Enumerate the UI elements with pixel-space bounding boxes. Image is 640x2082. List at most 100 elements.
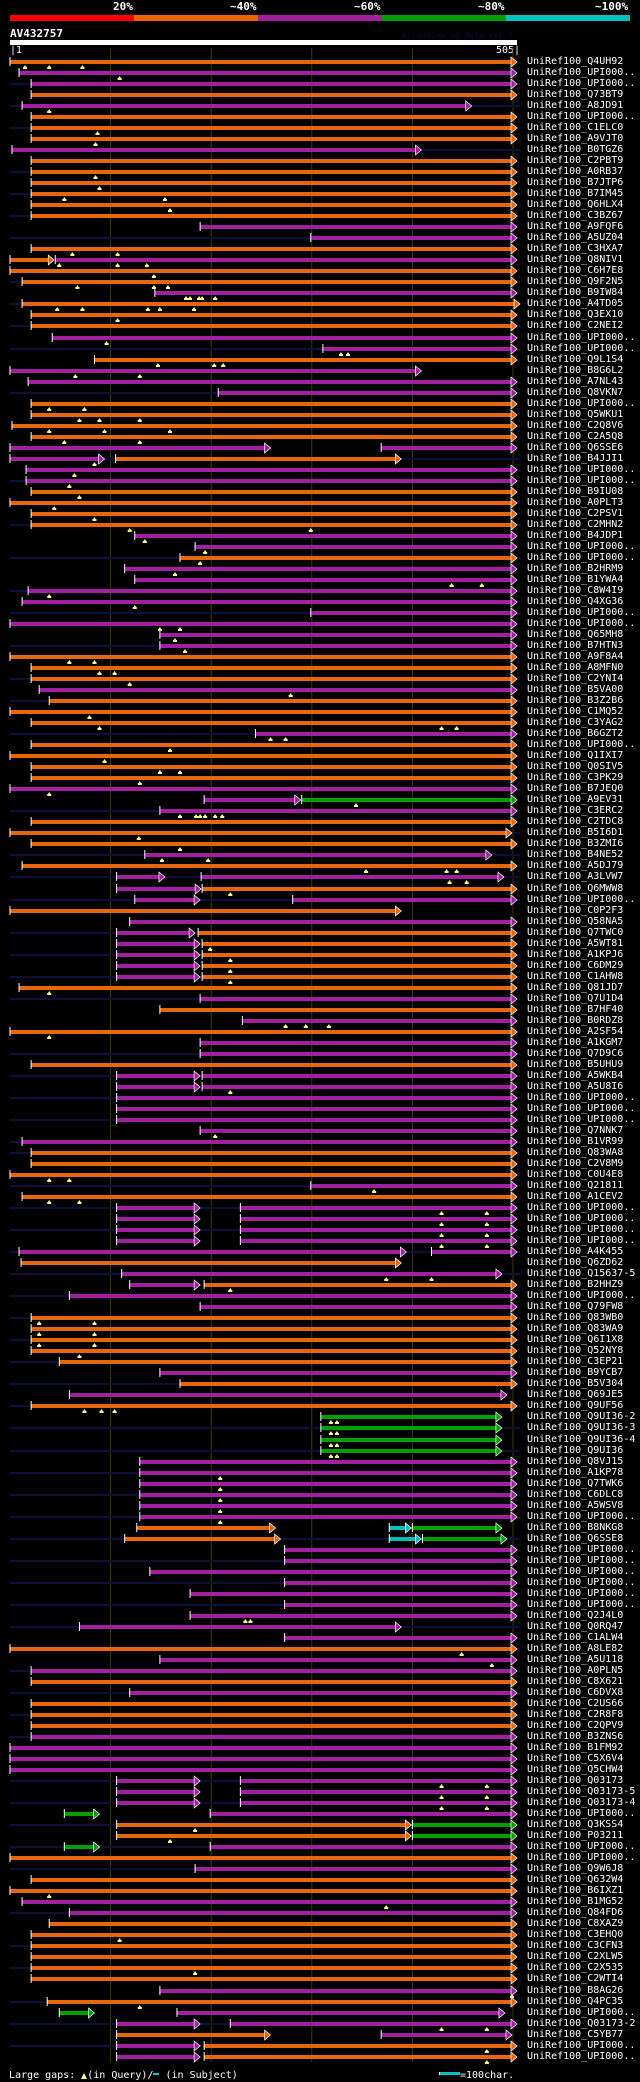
hit-label[interactable]: UniRef100_UPI000.. (527, 541, 636, 552)
hit-label[interactable]: UniRef100_Q3KSS4 (527, 1819, 624, 1830)
hit-label[interactable]: UniRef100_B5I6D1 (527, 827, 624, 838)
hit-label[interactable]: UniRef100_Q6HLX4 (527, 199, 624, 210)
hit-label[interactable]: UniRef100_UPI000.. (527, 1599, 636, 1610)
hit-label[interactable]: UniRef100_Q7U1D4 (527, 993, 624, 1004)
hit-label[interactable]: UniRef100_B4NE52 (527, 849, 624, 860)
hit-label[interactable]: UniRef100_A1KPJ6 (527, 949, 624, 960)
hit-label[interactable]: UniRef100_Q83WA9 (527, 1323, 624, 1334)
hit-label[interactable]: UniRef100_B1YWA4 (527, 574, 624, 585)
hit-label[interactable]: UniRef100_UPI000.. (527, 343, 636, 354)
hit-label[interactable]: UniRef100_UPI000.. (527, 894, 636, 905)
hit-label[interactable]: UniRef100_B8G6L2 (527, 365, 624, 376)
hit-label[interactable]: UniRef100_Q6I1X8 (527, 1334, 624, 1345)
hit-label[interactable]: UniRef100_C2YNI4 (527, 673, 624, 684)
hit-label[interactable]: UniRef100_C1ELC0 (527, 122, 624, 133)
hit-label[interactable]: UniRef100_A9F8A4 (527, 651, 624, 662)
hit-label[interactable]: UniRef100_Q7D9C6 (527, 1048, 624, 1059)
hit-label[interactable]: UniRef100_Q7NNK7 (527, 1125, 624, 1136)
hit-label[interactable]: UniRef100_C1AHW8 (527, 971, 624, 982)
hit-label[interactable]: UniRef100_B5VA00 (527, 684, 624, 695)
hit-label[interactable]: UniRef100_Q8NIV1 (527, 254, 624, 265)
hit-label[interactable]: UniRef100_Q2J4L0 (527, 1610, 624, 1621)
hit-label[interactable]: UniRef100_UPI000.. (527, 2040, 636, 2051)
hit-label[interactable]: UniRef100_Q9UF56 (527, 1400, 624, 1411)
hit-label[interactable]: UniRef100_A0PLT3 (527, 497, 624, 508)
hit-label[interactable]: UniRef100_UPI000.. (527, 1213, 636, 1224)
hit-label[interactable]: UniRef100_B7JTP6 (527, 177, 624, 188)
hit-label[interactable]: UniRef100_C3YAG2 (527, 717, 624, 728)
hit-label[interactable]: UniRef100_Q9UI36-3 (527, 1422, 636, 1433)
hit-label[interactable]: UniRef100_UPI000.. (527, 1290, 636, 1301)
hit-label[interactable]: UniRef100_UPI000.. (527, 1566, 636, 1577)
hit-label[interactable]: UniRef100_C5YB77 (527, 2029, 624, 2040)
hit-label[interactable]: UniRef100_UPI000.. (527, 332, 636, 343)
hit-label[interactable]: UniRef100_UPI000.. (527, 1841, 636, 1852)
hit-label[interactable]: UniRef100_B1MG52 (527, 1896, 624, 1907)
hit-label[interactable]: UniRef100_A0RB37 (527, 166, 624, 177)
hit-label[interactable]: UniRef100_B3Z2B6 (527, 695, 624, 706)
hit-label[interactable]: UniRef100_Q83WA8 (527, 1147, 624, 1158)
hit-label[interactable]: UniRef100_A1CEV2 (527, 1191, 624, 1202)
hit-label[interactable]: UniRef100_Q6SSE6 (527, 442, 624, 453)
hit-label[interactable]: UniRef100_A5U8I6 (527, 1081, 624, 1092)
hit-label[interactable]: UniRef100_C3CFN3 (527, 1940, 624, 1951)
hit-label[interactable]: UniRef100_Q0SIV5 (527, 761, 624, 772)
hit-label[interactable]: UniRef100_Q9UI36 (527, 1445, 624, 1456)
hit-label[interactable]: UniRef100_C8X621 (527, 1676, 624, 1687)
hit-label[interactable]: UniRef100_UPI000.. (527, 1544, 636, 1555)
hit-label[interactable]: UniRef100_Q7TWC0 (527, 927, 624, 938)
hit-label[interactable]: UniRef100_C2NEI2 (527, 320, 624, 331)
hit-label[interactable]: UniRef100_B7JEQ0 (527, 783, 624, 794)
hit-label[interactable]: UniRef100_Q5CHW4 (527, 1764, 624, 1775)
hit-label[interactable]: UniRef100_B0TGZ6 (527, 144, 624, 155)
hit-label[interactable]: UniRef100_C2TDC8 (527, 816, 624, 827)
hit-label[interactable]: UniRef100_B9YCB7 (527, 1367, 624, 1378)
hit-label[interactable]: UniRef100_B6IXZ1 (527, 1885, 624, 1896)
hit-label[interactable]: UniRef100_C3ERC2 (527, 805, 624, 816)
hit-label[interactable]: UniRef100_Q1IXI7 (527, 750, 624, 761)
hit-label[interactable]: UniRef100_C5X6V4 (527, 1753, 624, 1764)
hit-label[interactable]: UniRef100_Q4XG36 (527, 596, 624, 607)
hit-label[interactable]: UniRef100_B4JDP1 (527, 530, 624, 541)
hit-label[interactable]: UniRef100_Q03173-5 (527, 1786, 636, 1797)
hit-label[interactable]: UniRef100_Q8VJ15 (527, 1456, 624, 1467)
hit-label[interactable]: UniRef100_P03211 (527, 1830, 624, 1841)
hit-label[interactable]: UniRef100_C2X535 (527, 1962, 624, 1973)
hit-label[interactable]: UniRef100_C2MHN2 (527, 519, 624, 530)
hit-label[interactable]: UniRef100_C1ALW4 (527, 1632, 624, 1643)
hit-label[interactable]: UniRef100_UPI000.. (527, 1555, 636, 1566)
hit-label[interactable]: UniRef100_B6GZT2 (527, 728, 624, 739)
hit-label[interactable]: UniRef100_A5WT81 (527, 938, 624, 949)
hit-label[interactable]: UniRef100_C1MQ52 (527, 706, 624, 717)
hit-label[interactable]: UniRef100_C6DM29 (527, 960, 624, 971)
hit-label[interactable]: UniRef100_UPI000.. (527, 1114, 636, 1125)
hit-label[interactable]: UniRef100_C2WTI4 (527, 1973, 624, 1984)
hit-label[interactable]: UniRef100_B7HTN3 (527, 640, 624, 651)
hit-label[interactable]: UniRef100_B3ZNS6 (527, 1731, 624, 1742)
hit-label[interactable]: UniRef100_A5U118 (527, 1654, 624, 1665)
hit-label[interactable]: UniRef100_Q58NA5 (527, 916, 624, 927)
hit-label[interactable]: UniRef100_B2HRM9 (527, 563, 624, 574)
hit-label[interactable]: UniRef100_A0PLN5 (527, 1665, 624, 1676)
hit-label[interactable]: UniRef100_B9IU08 (527, 486, 624, 497)
hit-label[interactable]: UniRef100_B1FM92 (527, 1742, 624, 1753)
hit-label[interactable]: UniRef100_A8MFN0 (527, 662, 624, 673)
hit-label[interactable]: UniRef100_UPI000.. (527, 1235, 636, 1246)
hit-label[interactable]: UniRef100_Q4PC35 (527, 1996, 624, 2007)
hit-label[interactable]: UniRef100_C3HXA7 (527, 243, 624, 254)
hit-label[interactable]: UniRef100_UPI000.. (527, 552, 636, 563)
hit-label[interactable]: UniRef100_Q79FW8 (527, 1301, 624, 1312)
hit-label[interactable]: UniRef100_C2XLW5 (527, 1951, 624, 1962)
hit-label[interactable]: UniRef100_A7NL43 (527, 376, 624, 387)
hit-label[interactable]: UniRef100_Q73BT9 (527, 89, 624, 100)
hit-label[interactable]: UniRef100_C2Q8V6 (527, 420, 624, 431)
hit-label[interactable]: UniRef100_UPI000.. (527, 1224, 636, 1235)
hit-label[interactable]: UniRef100_B4JJI1 (527, 453, 624, 464)
hit-label[interactable]: UniRef100_C8XAZ9 (527, 1918, 624, 1929)
hit-label[interactable]: UniRef100_A9EV31 (527, 794, 624, 805)
hit-label[interactable]: UniRef100_UPI000.. (527, 1092, 636, 1103)
hit-label[interactable]: UniRef100_UPI000.. (527, 1577, 636, 1588)
hit-label[interactable]: UniRef100_Q6MWW8 (527, 883, 624, 894)
hit-label[interactable]: UniRef100_UPI000.. (527, 78, 636, 89)
hit-label[interactable]: UniRef100_C2A5Q8 (527, 431, 624, 442)
